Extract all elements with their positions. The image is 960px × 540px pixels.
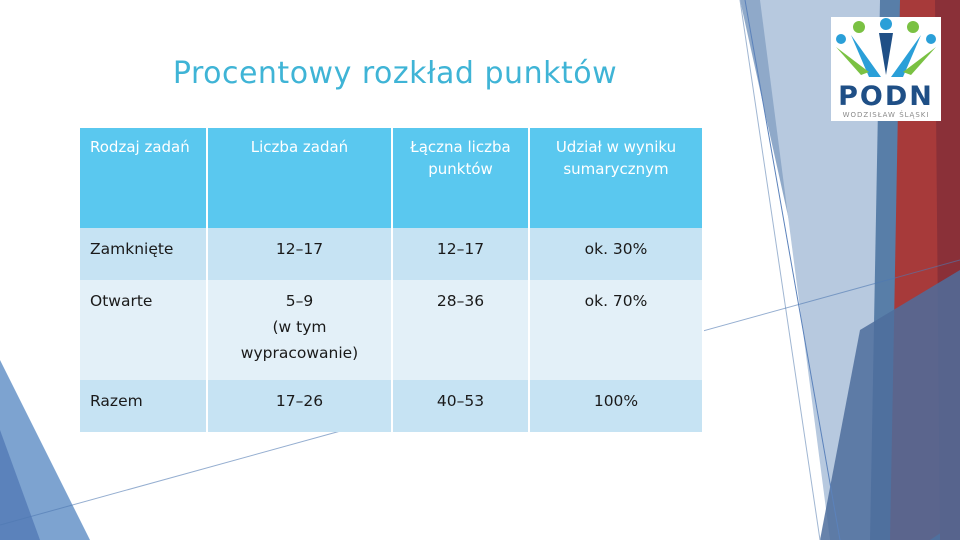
podn-logo: PODN WODZISŁAW ŚLĄSKI (831, 17, 941, 121)
left-bottom-shape-dark (0, 430, 40, 540)
right-bottom-shape (820, 270, 960, 540)
diagonal-line-1 (744, 0, 841, 540)
table-row: Zamknięte 12–17 12–17 ok. 30% (80, 228, 704, 280)
cell-share: ok. 30% (529, 228, 704, 280)
table-row: Otwarte 5–9 (w tym wypracowanie) 28–36 o… (80, 280, 704, 380)
logo-text: PODN (838, 81, 934, 112)
cell-type: Razem (80, 380, 208, 432)
cell-share: ok. 70% (529, 280, 704, 380)
cell-count-line: wypracowanie) (240, 344, 359, 362)
cell-points: 28–36 (392, 280, 530, 380)
cell-share: 100% (529, 380, 704, 432)
table-header-row: Rodzaj zadań Liczba zadań Łączna liczba … (80, 128, 704, 228)
cell-type: Zamknięte (80, 228, 208, 280)
page-title: Procentowy rozkład punktów (172, 56, 618, 91)
header-points: Łączna liczba punktów (392, 128, 530, 228)
diagonal-line-2 (739, 0, 821, 540)
logo-subtext: WODZISŁAW ŚLĄSKI (842, 111, 930, 119)
cell-type: Otwarte (80, 280, 208, 380)
cell-count: 5–9 (w tym wypracowanie) (207, 280, 393, 380)
cell-points: 40–53 (392, 380, 530, 432)
table-row: Razem 17–26 40–53 100% (80, 380, 704, 432)
logo-figures-icon (836, 18, 936, 77)
cell-points: 12–17 (392, 228, 530, 280)
cell-count-line: (w tym (272, 318, 327, 336)
header-type: Rodzaj zadań (80, 128, 208, 228)
points-table: Rodzaj zadań Liczba zadań Łączna liczba … (80, 128, 704, 432)
cell-count-line: 5–9 (285, 292, 314, 310)
header-count: Liczba zadań (207, 128, 393, 228)
cell-count: 12–17 (207, 228, 393, 280)
cell-count: 17–26 (207, 380, 393, 432)
header-share: Udział w wyniku sumarycznym (529, 128, 704, 228)
